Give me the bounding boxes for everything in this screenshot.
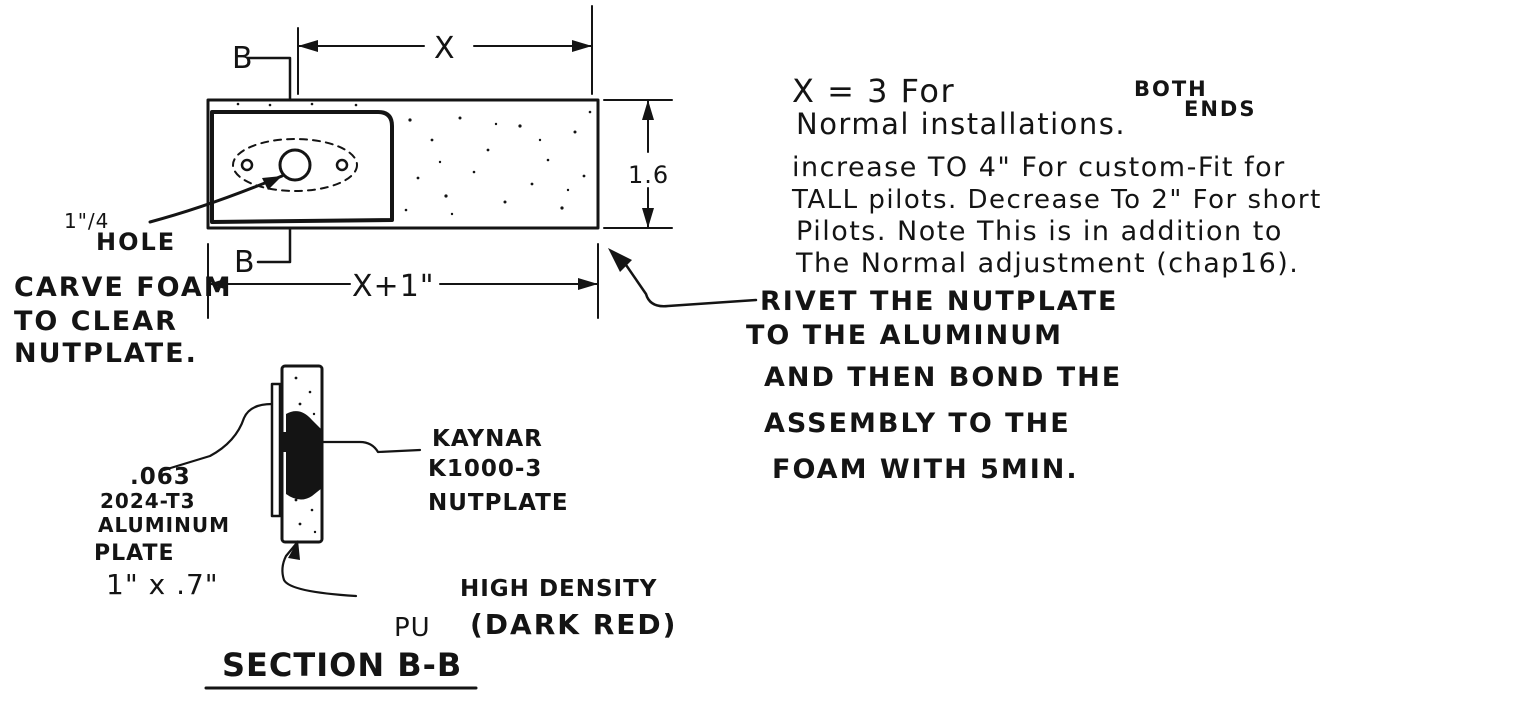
plate-label-1: .063 (130, 464, 191, 490)
plate-leader (162, 402, 274, 472)
nutplate-label-2: K1000-3 (428, 456, 542, 482)
density-label-1: HIGH DENSITY (460, 576, 657, 602)
rivet-leader (622, 260, 758, 308)
high-density-insert (286, 411, 322, 500)
hole-leader-arrow (262, 176, 282, 190)
rivet-note-line2: TO THE ALUMINUM (746, 320, 1063, 351)
note-line6: The Normal adjustment (chap16). (795, 248, 1299, 279)
density-label-2: (DARK RED) (470, 608, 677, 641)
section-stipple (294, 376, 317, 534)
dim-h-label: 1.6 (628, 161, 669, 189)
aluminum-plate-outline (210, 110, 394, 224)
section-mark-bottom: B (234, 245, 256, 280)
dim-x-label: X (434, 31, 456, 66)
note-line3: increase TO 4" For custom-Fit for (792, 152, 1286, 183)
rivet-note-line4: ASSEMBLY TO THE (764, 408, 1071, 439)
dim-h-arrow-top (642, 100, 654, 120)
note-line5: Pilots. Note This is in addition to (796, 216, 1283, 247)
nutplate-leader (320, 440, 422, 454)
note-ends: ENDS (1184, 97, 1256, 121)
dim-x-arrow-left (298, 40, 318, 52)
plate-label-5: 1" x .7" (106, 568, 219, 601)
plate-label-3: ALUMINUM (98, 513, 230, 537)
notes: X = 3 For BOTH ENDS Normal installations… (791, 72, 1322, 279)
rivet-note-line1: RIVET THE NUTPLATE (760, 286, 1118, 317)
rivet-note: RIVET THE NUTPLATE TO THE ALUMINUM AND T… (746, 286, 1122, 485)
rivet-note-line3: AND THEN BOND THE (764, 362, 1122, 393)
pu-label: PU (394, 613, 431, 643)
note-both: BOTH (1134, 77, 1208, 101)
dim-h-arrow-bottom (642, 208, 654, 228)
dim-x1-label: X+1" (352, 269, 435, 304)
section-cut-top (246, 56, 292, 102)
plate-label-4: PLATE (94, 541, 175, 566)
nutplate-outline-dashed (232, 138, 358, 192)
note-line2: Normal installations. (796, 107, 1126, 141)
dim-x-arrow-right (572, 40, 592, 52)
section-nutplate (280, 432, 322, 452)
hole-label: HOLE (96, 228, 176, 256)
carve-note-line1: CARVE FOAM (14, 272, 233, 303)
carve-note-line2: TO CLEAR (14, 306, 178, 337)
section-title: SECTION B-B (222, 646, 462, 684)
rivet-note-line5: FOAM WITH 5MIN. (772, 454, 1079, 485)
section-cut-bottom (256, 226, 292, 264)
center-hole (278, 148, 312, 182)
carve-note-line3: NUTPLATE. (14, 338, 198, 369)
section-aluminum-plate (270, 382, 282, 518)
note-line1: X = 3 For (792, 72, 955, 110)
rivet-hole-right (335, 158, 349, 172)
section-view: .063 2024-T3 ALUMINUM PLATE 1" x .7" KAY… (94, 364, 677, 690)
hole-fraction: 1"/4 (64, 209, 109, 233)
rivet-leader-arrow (608, 248, 632, 272)
rivet-hole-left (240, 158, 254, 172)
note-line4: TALL pilots. Decrease To 2" For short (791, 185, 1322, 215)
density-leader-arrow (288, 540, 300, 560)
section-mark-top: B (232, 41, 254, 76)
plan-view: B B X X+1" 1.6 1"/4 HOLE CARVE FOAM TO C… (14, 5, 673, 369)
nutplate-label-1: KAYNAR (432, 426, 543, 452)
hole-leader (148, 174, 284, 224)
foam-block-outline (206, 98, 600, 230)
plate-label-2: 2024-T3 (100, 489, 196, 513)
dim-x1-arrow-left (208, 278, 228, 290)
dim-x1-arrow-right (578, 278, 598, 290)
foam-stipple (236, 102, 592, 216)
density-leader (281, 542, 358, 598)
nutplate-label-3: NUTPLATE (428, 490, 569, 516)
